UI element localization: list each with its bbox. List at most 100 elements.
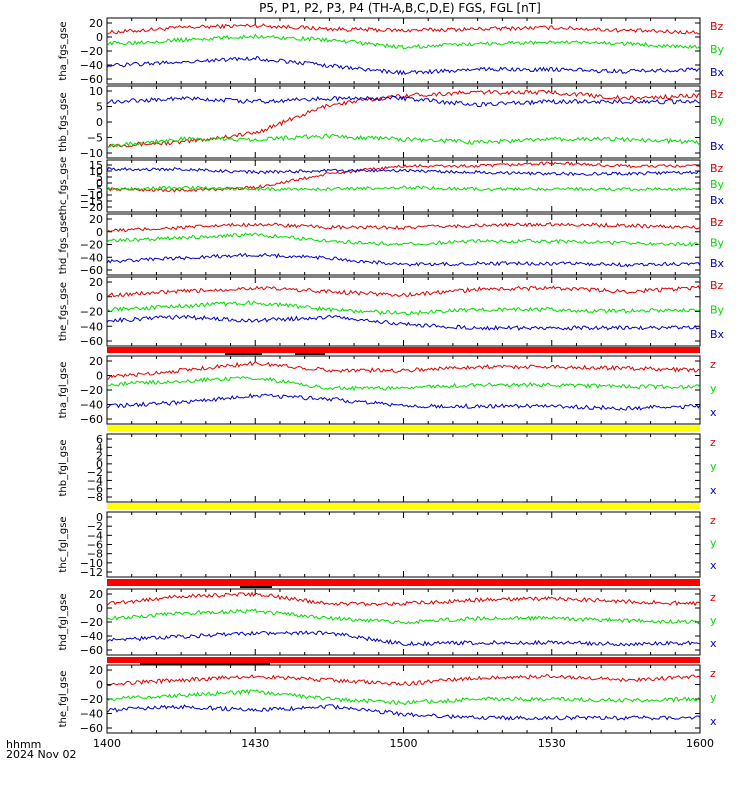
- y-tick-label: 20: [89, 588, 103, 601]
- y-tick-label: 0: [96, 177, 103, 190]
- y-tick-label: 0: [96, 31, 103, 44]
- series-line-x: [106, 630, 701, 647]
- y-tick-label: 20: [89, 213, 103, 226]
- panel-ylabel: thb_fgl_gse: [58, 440, 69, 497]
- legend-label-z: z: [710, 591, 716, 604]
- legend-label-y: y: [710, 460, 717, 473]
- y-tick-label: −10: [80, 557, 103, 570]
- series-line-By: [106, 299, 701, 316]
- panel-ylabel: thc_fgl_gse: [58, 516, 69, 572]
- y-tick-label: −40: [80, 399, 103, 412]
- legend-label-Bz: Bz: [710, 216, 724, 229]
- panel-ylabel: the_fgl_gse: [58, 671, 69, 728]
- x-tick-label: 1430: [241, 737, 269, 750]
- legend-label-z: z: [710, 514, 716, 527]
- y-tick-label: −10: [80, 189, 103, 202]
- y-tick-label: −8: [87, 548, 103, 561]
- y-tick-label: 5: [96, 171, 103, 184]
- series-line-Bz: [106, 285, 701, 298]
- status-mark: [295, 353, 325, 355]
- legend-label-Bx: Bx: [710, 194, 725, 207]
- panel-ylabel: the_fgs_gse: [58, 282, 69, 341]
- x-tick-label: 1530: [538, 737, 566, 750]
- series-line-y: [106, 688, 701, 706]
- y-tick-label: 0: [96, 370, 103, 383]
- y-tick-label: −60: [80, 413, 103, 426]
- y-tick-label: 0: [96, 291, 103, 304]
- legend-label-y: y: [710, 614, 717, 627]
- series-line-x: [106, 392, 701, 411]
- y-tick-label: 0: [96, 116, 103, 129]
- x-tick-label: 1500: [390, 737, 418, 750]
- y-tick-label: 5: [96, 101, 103, 114]
- y-tick-label: −20: [80, 201, 103, 214]
- panel-frame: [106, 664, 701, 734]
- y-tick-label: 10: [89, 165, 103, 178]
- series-line-Bz: [106, 23, 701, 35]
- panel-ylabel: thb_fgs_gse: [58, 92, 69, 151]
- legend-label-x: x: [710, 406, 717, 419]
- series-line-z: [106, 591, 701, 607]
- legend-label-Bz: Bz: [710, 20, 724, 33]
- y-tick-label: −20: [80, 306, 103, 319]
- y-tick-label: −10: [80, 147, 103, 160]
- series-line-Bz: [106, 221, 701, 233]
- y-tick-label: −40: [80, 251, 103, 264]
- y-tick-label: −40: [80, 708, 103, 721]
- legend-label-By: By: [710, 114, 725, 127]
- status-bar: [107, 347, 700, 353]
- legend-label-x: x: [710, 715, 717, 728]
- series-line-y: [106, 376, 701, 392]
- legend-label-Bx: Bx: [710, 257, 725, 270]
- y-tick-label: 0: [96, 679, 103, 692]
- y-tick-label: −60: [80, 73, 103, 86]
- panel-ylabel: thd_fgs_gse: [58, 215, 69, 274]
- legend-label-y: y: [710, 691, 717, 704]
- panel-frame: [106, 511, 701, 578]
- y-tick-label: −4: [87, 529, 103, 542]
- legend-label-Bz: Bz: [710, 88, 724, 101]
- y-tick-label: −20: [80, 45, 103, 58]
- status-mark: [240, 586, 272, 588]
- legend-label-Bx: Bx: [710, 328, 725, 341]
- x-tick-label: 1600: [686, 737, 714, 750]
- y-tick-label: −20: [80, 616, 103, 629]
- y-tick-label: −5: [87, 132, 103, 145]
- series-line-By: [106, 33, 701, 50]
- y-tick-label: −60: [80, 335, 103, 348]
- y-tick-label: −40: [80, 630, 103, 643]
- y-tick-label: 20: [89, 17, 103, 30]
- series-line-Bx: [106, 252, 701, 268]
- x-tick-label: 1400: [93, 737, 121, 750]
- y-tick-label: 0: [96, 602, 103, 615]
- series-line-Bx: [106, 166, 701, 177]
- series-line-Bx: [106, 314, 701, 331]
- y-tick-label: −6: [87, 539, 103, 552]
- y-tick-label: −40: [80, 59, 103, 72]
- series-line-By: [106, 133, 701, 149]
- y-tick-label: −60: [80, 722, 103, 735]
- y-tick-label: 2: [96, 450, 103, 463]
- y-tick-label: −8: [87, 491, 103, 504]
- chart-title: P5, P1, P2, P3, P4 (TH-A,B,C,D,E) FGS, F…: [259, 1, 541, 15]
- series-line-By: [106, 185, 701, 192]
- legend-label-y: y: [710, 382, 717, 395]
- status-bar: [107, 657, 700, 663]
- status-mark: [225, 353, 262, 355]
- legend-label-x: x: [710, 484, 717, 497]
- y-tick-label: −60: [80, 644, 103, 657]
- series-line-x: [106, 704, 701, 721]
- y-tick-label: 20: [89, 664, 103, 677]
- y-tick-label: 4: [96, 441, 103, 454]
- status-bar: [107, 579, 700, 586]
- legend-label-x: x: [710, 637, 717, 650]
- panel-ylabel: thc_fgs_gse: [58, 157, 69, 216]
- y-tick-label: −20: [80, 693, 103, 706]
- legend-label-y: y: [710, 537, 717, 550]
- series-line-Bx: [106, 95, 701, 107]
- y-tick-label: −60: [80, 264, 103, 277]
- y-tick-label: 0: [96, 226, 103, 239]
- y-tick-label: −4: [87, 474, 103, 487]
- y-tick-label: −40: [80, 320, 103, 333]
